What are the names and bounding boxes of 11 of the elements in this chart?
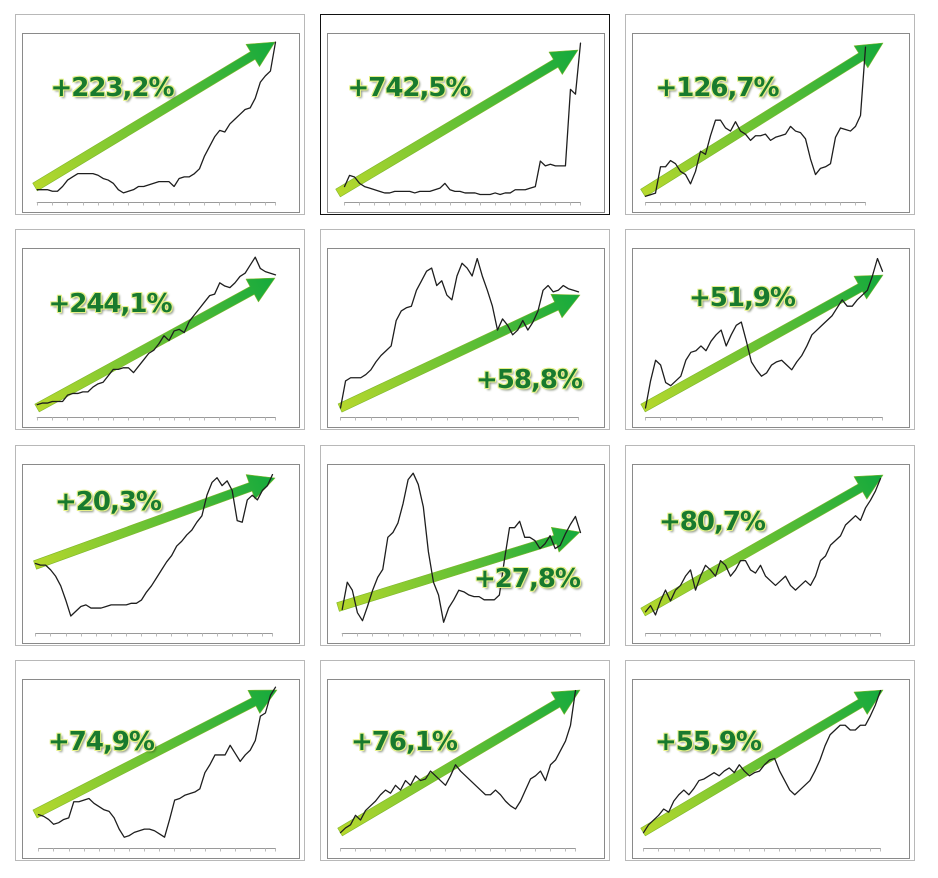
annotation: +58,8%	[476, 365, 582, 395]
annotation: +126,7%	[655, 73, 779, 103]
annotation: +244,1%	[48, 289, 172, 319]
annotation: +55,9%	[655, 727, 761, 757]
annotation: +80,7%	[659, 507, 765, 537]
annotation: +742,5%	[347, 73, 471, 103]
annotation: +74,9%	[48, 727, 154, 757]
annotation: +76,1%	[351, 727, 457, 757]
annotation: +20,3%	[55, 487, 161, 517]
annotation: +223,2%	[50, 73, 174, 103]
annotation: +51,9%	[689, 283, 795, 313]
